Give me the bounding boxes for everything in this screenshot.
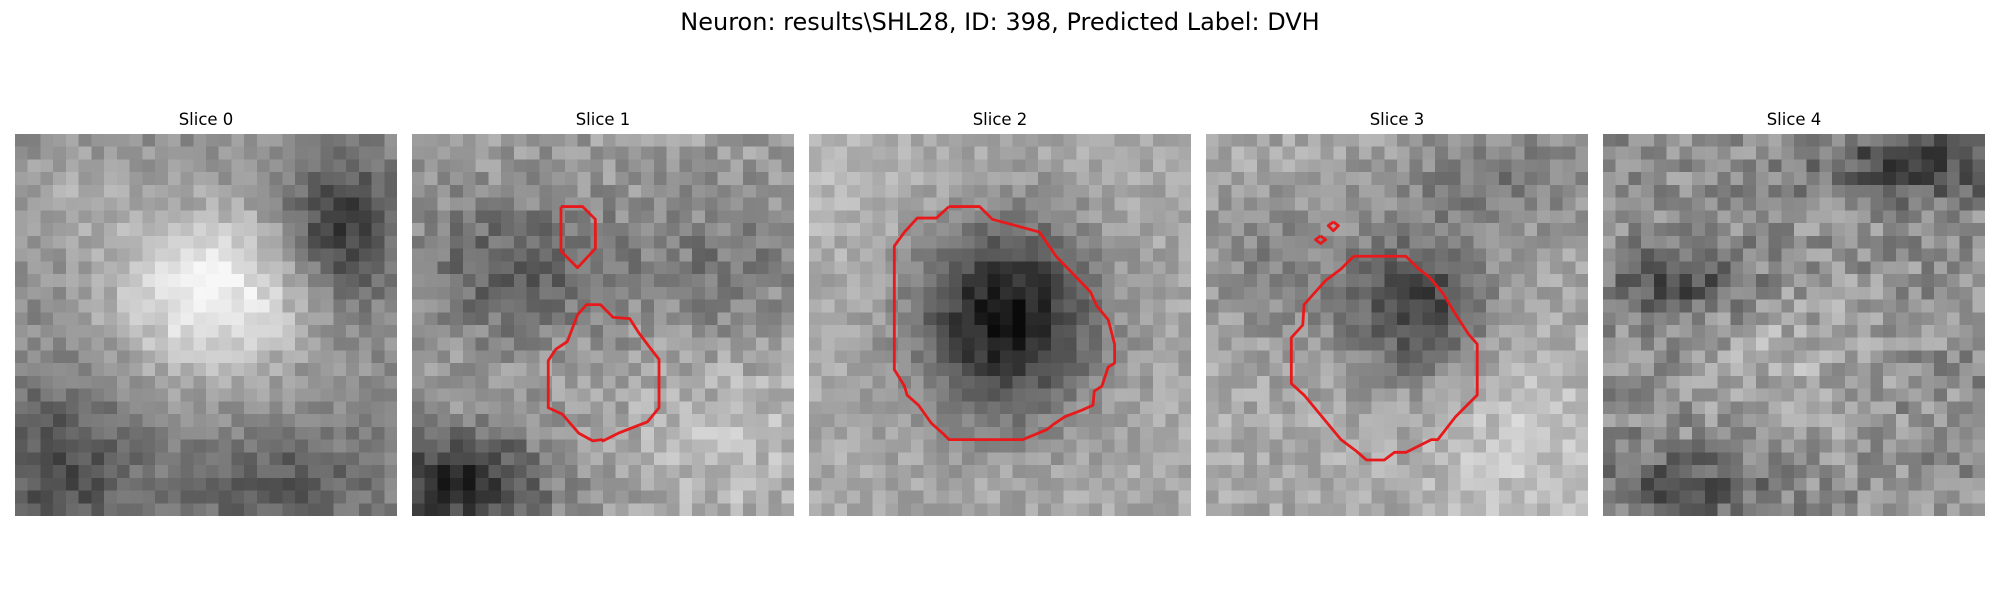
contour-small-1 <box>559 205 597 270</box>
slice-panel-1: Slice 1 <box>412 108 794 516</box>
slice-panel-3: Slice 3 <box>1206 108 1588 516</box>
pixel-grid <box>809 134 1191 516</box>
slice-image-2 <box>809 134 1191 516</box>
figure-title: Neuron: results\SHL28, ID: 398, Predicte… <box>680 8 1320 36</box>
contour-tiny-b-3 <box>1326 220 1340 233</box>
pixel-grid <box>1603 134 1985 516</box>
pixel-grid <box>1206 134 1588 516</box>
contour-main-1 <box>546 303 661 443</box>
slice-title-3: Slice 3 <box>1369 110 1425 129</box>
slice-panel-2: Slice 2 <box>809 108 1191 516</box>
slice-image-1 <box>412 134 794 516</box>
contour-tiny-a-3 <box>1314 234 1328 245</box>
slice-image-0 <box>15 134 397 516</box>
slice-panel-4: Slice 4 <box>1603 108 1985 516</box>
slice-panel-0: Slice 0 <box>15 108 397 516</box>
slice-title-2: Slice 2 <box>972 110 1028 129</box>
contour-main-2 <box>892 205 1117 442</box>
slice-image-4 <box>1603 134 1985 516</box>
slice-title-4: Slice 4 <box>1766 110 1822 129</box>
contour-main-3 <box>1289 254 1479 462</box>
pixel-grid <box>15 134 397 516</box>
pixel-grid <box>412 134 794 516</box>
slice-image-3 <box>1206 134 1588 516</box>
slice-title-0: Slice 0 <box>178 110 234 129</box>
slice-title-1: Slice 1 <box>575 110 631 129</box>
